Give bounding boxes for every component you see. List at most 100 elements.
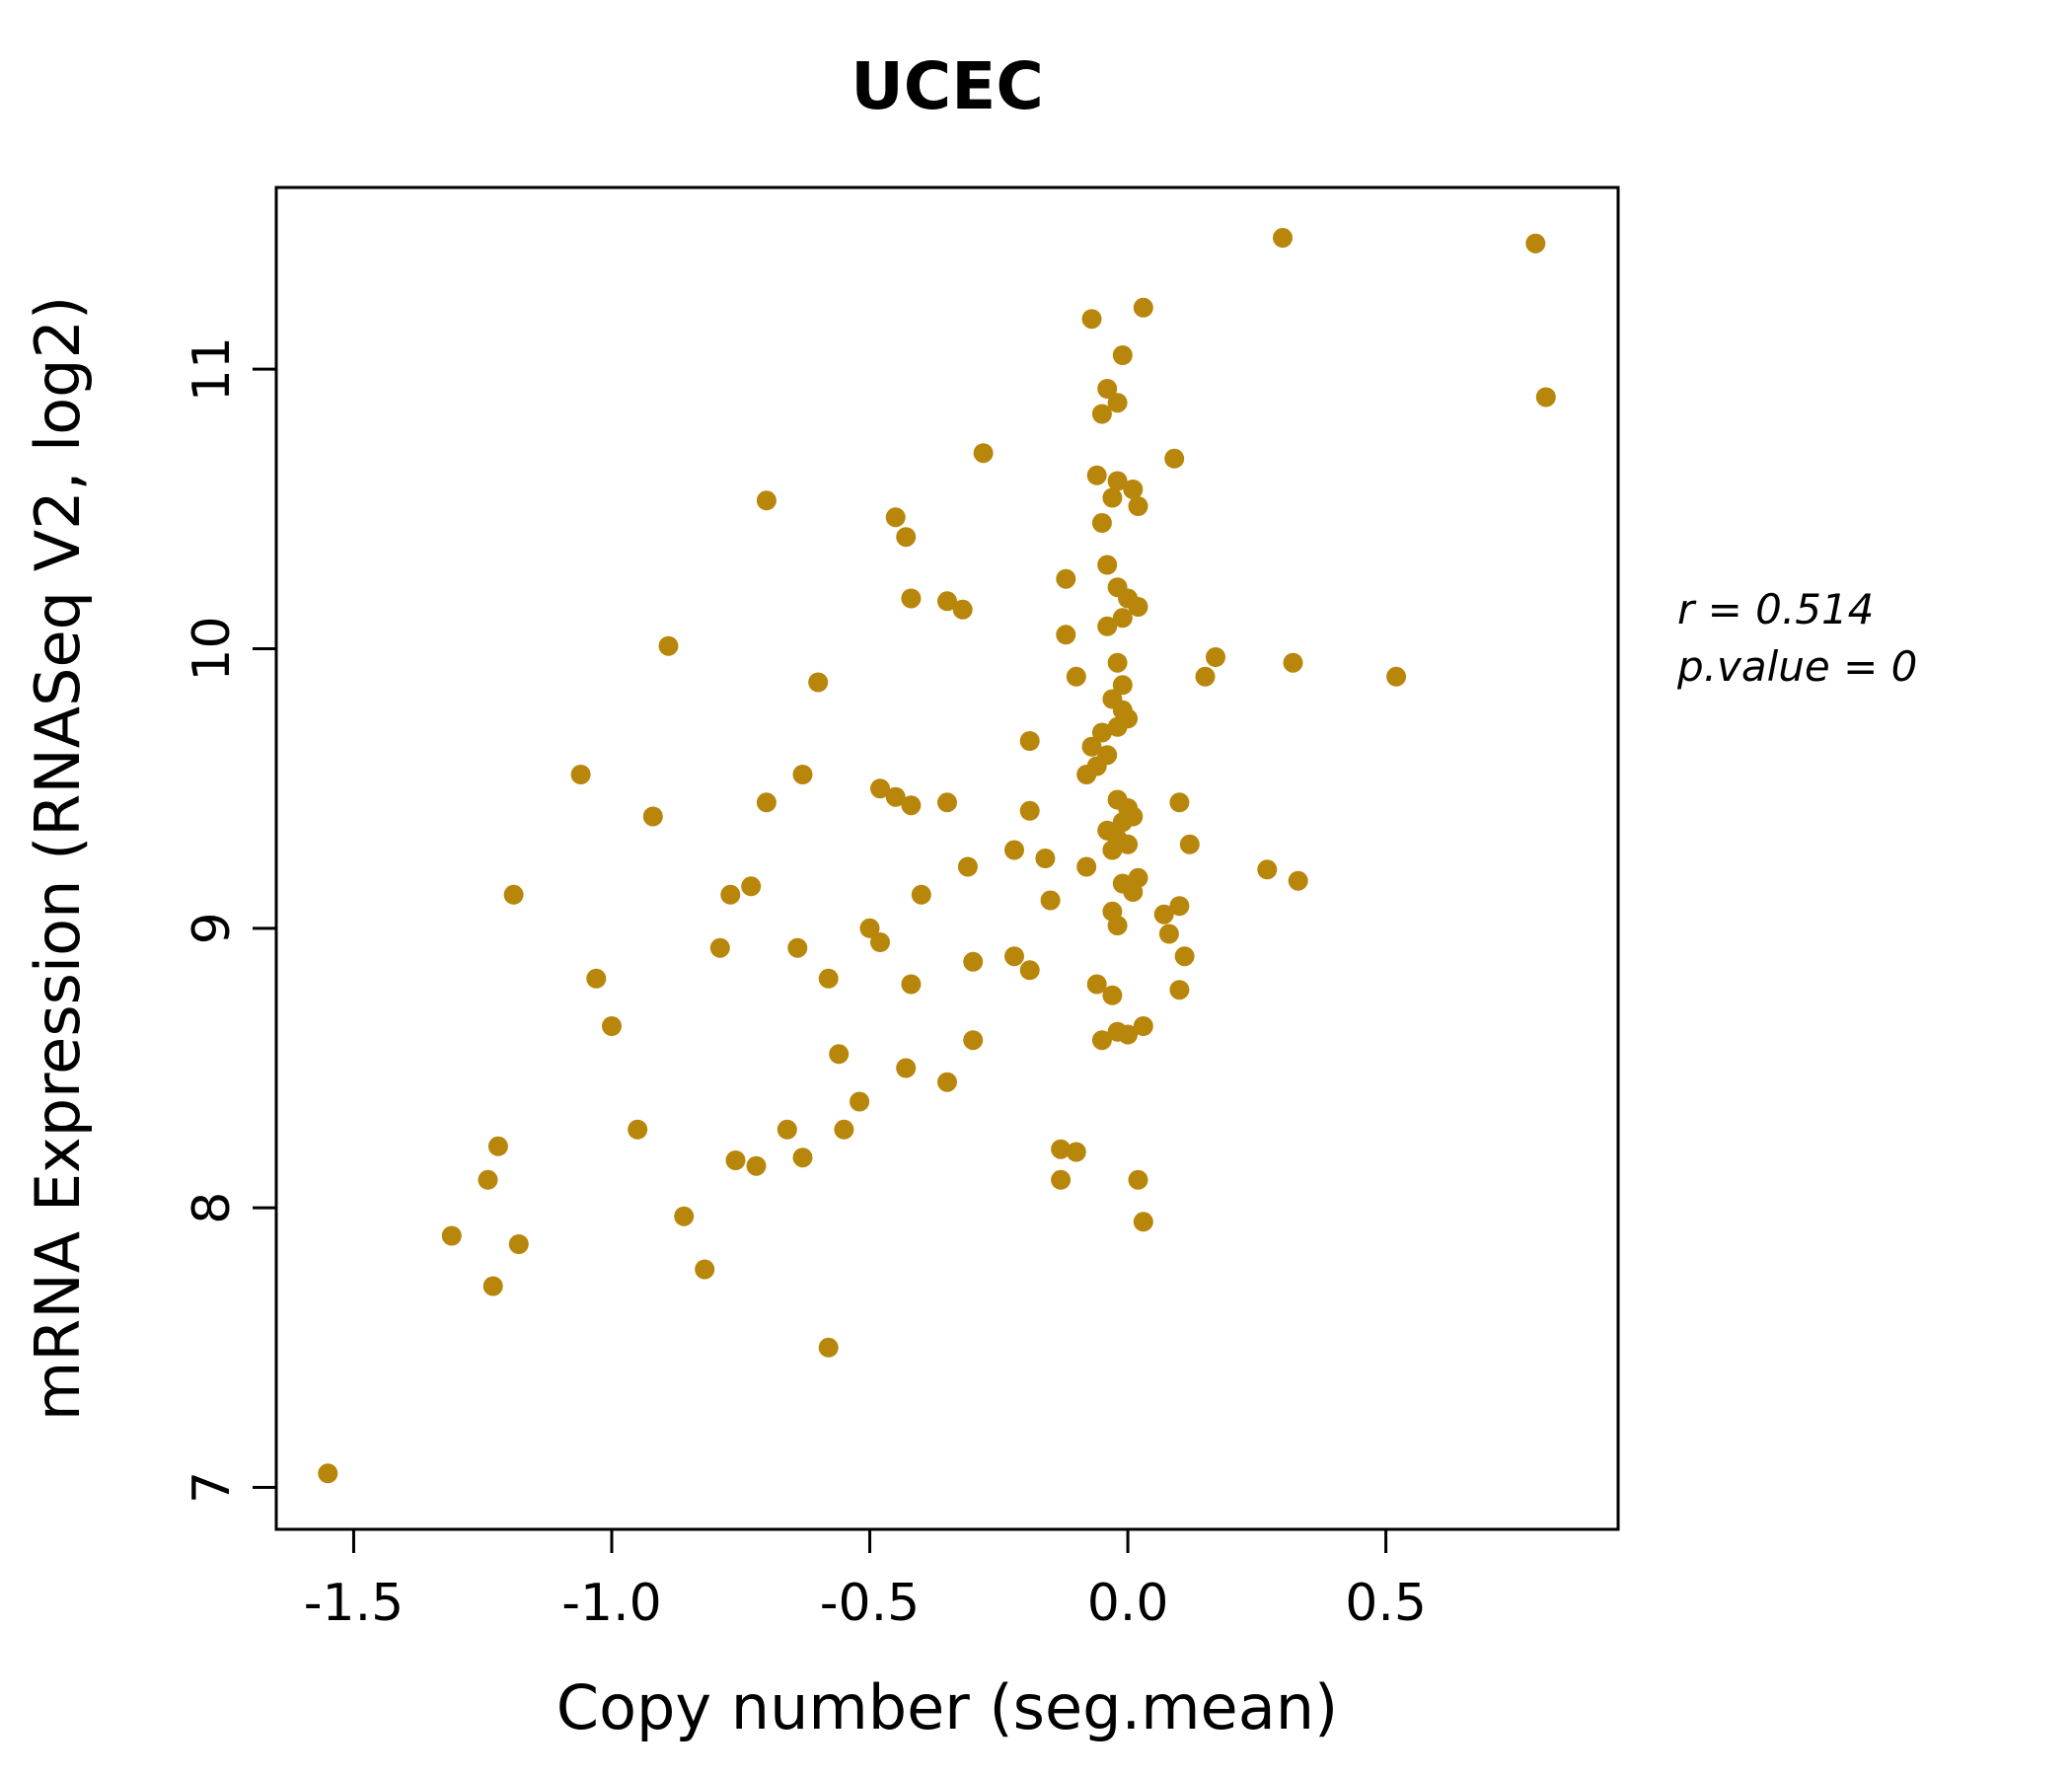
data-point — [1206, 647, 1225, 667]
data-point — [818, 1337, 839, 1358]
annotation-r-value: r = 0.514 — [1677, 585, 1874, 633]
data-point — [829, 1044, 850, 1065]
data-point — [1112, 675, 1133, 696]
data-point — [963, 1030, 984, 1051]
x-tick-label: -0.5 — [820, 1574, 920, 1633]
data-point — [503, 884, 524, 905]
data-point — [1019, 731, 1040, 751]
data-point — [1283, 652, 1303, 673]
data-point — [1091, 513, 1112, 533]
data-point — [850, 1091, 870, 1112]
data-point — [1107, 393, 1128, 413]
data-point — [870, 932, 890, 952]
data-point — [441, 1225, 462, 1246]
data-point — [1153, 904, 1174, 925]
data-point — [1004, 840, 1024, 860]
data-point — [1133, 1016, 1153, 1036]
data-point — [756, 792, 777, 813]
data-point — [1040, 890, 1061, 911]
data-point — [674, 1206, 695, 1226]
data-point — [957, 856, 978, 877]
data-point — [1169, 792, 1190, 813]
data-point — [658, 635, 679, 656]
data-point — [1107, 1021, 1128, 1042]
data-point — [1102, 840, 1123, 860]
data-point — [1102, 487, 1123, 508]
data-point — [508, 1234, 529, 1254]
data-point — [1525, 233, 1546, 254]
data-point — [1123, 480, 1144, 499]
data-point — [777, 1119, 797, 1140]
data-point — [792, 765, 813, 784]
data-point — [1086, 974, 1107, 995]
x-tick-label: 0.5 — [1345, 1574, 1427, 1633]
data-point — [1273, 228, 1293, 248]
data-point — [1195, 666, 1216, 687]
data-point — [756, 490, 777, 511]
annotation-p-value: p.value = 0 — [1676, 642, 1917, 691]
data-point — [628, 1119, 648, 1140]
data-point — [725, 1150, 746, 1170]
data-point — [1112, 812, 1133, 833]
y-tick-label: 7 — [183, 1471, 242, 1504]
x-axis-label: Copy number (seg.mean) — [556, 1671, 1338, 1743]
data-point — [973, 443, 994, 464]
data-point — [818, 968, 839, 989]
data-point — [1133, 297, 1153, 318]
data-point — [1169, 896, 1190, 917]
y-tick-label: 8 — [183, 1192, 242, 1224]
y-tick-label: 10 — [183, 616, 242, 681]
data-point — [1158, 924, 1179, 944]
data-point — [1386, 666, 1407, 687]
data-point — [1056, 568, 1076, 589]
data-point — [1086, 465, 1107, 485]
data-point — [1179, 834, 1200, 854]
data-point — [1051, 1139, 1072, 1159]
data-point — [1123, 882, 1144, 902]
data-point — [896, 1058, 917, 1078]
chart-title: UCEC — [851, 48, 1044, 124]
data-point — [1091, 1030, 1112, 1051]
data-point — [487, 1136, 508, 1156]
data-point — [586, 968, 607, 989]
data-point — [885, 786, 906, 807]
data-point — [1056, 625, 1076, 645]
data-point — [602, 1016, 622, 1036]
data-point — [1081, 736, 1102, 757]
data-point — [1081, 309, 1102, 330]
data-point — [1107, 471, 1128, 491]
data-point — [1066, 666, 1086, 687]
data-point — [859, 918, 880, 938]
data-point — [642, 806, 663, 827]
data-point — [1128, 1169, 1148, 1190]
data-point — [482, 1276, 503, 1296]
plot-area: -1.5 -1.0 -0.5 0.0 0.5 7 8 9 10 11 — [183, 228, 1556, 1633]
data-point — [1076, 765, 1097, 784]
data-point — [746, 1155, 767, 1176]
data-point — [1019, 800, 1040, 821]
data-point — [1169, 980, 1190, 1000]
data-point — [808, 672, 829, 693]
plot-border — [274, 185, 1620, 1531]
data-point — [1051, 1169, 1072, 1190]
data-point — [792, 1147, 813, 1168]
data-point — [720, 884, 741, 905]
data-point — [318, 1463, 338, 1484]
data-point — [741, 876, 762, 897]
data-point — [870, 778, 890, 799]
data-point — [937, 591, 957, 612]
data-point — [1102, 985, 1123, 1005]
data-point — [1097, 555, 1118, 575]
data-point — [963, 951, 984, 972]
y-tick-label: 9 — [183, 912, 242, 944]
data-point — [1097, 616, 1118, 636]
data-point — [709, 937, 730, 958]
data-point — [1066, 1142, 1086, 1162]
x-tick-label: -1.0 — [561, 1574, 661, 1633]
data-point — [1174, 946, 1195, 967]
data-point — [1091, 722, 1112, 743]
data-point — [1035, 849, 1056, 868]
data-point — [885, 507, 906, 528]
